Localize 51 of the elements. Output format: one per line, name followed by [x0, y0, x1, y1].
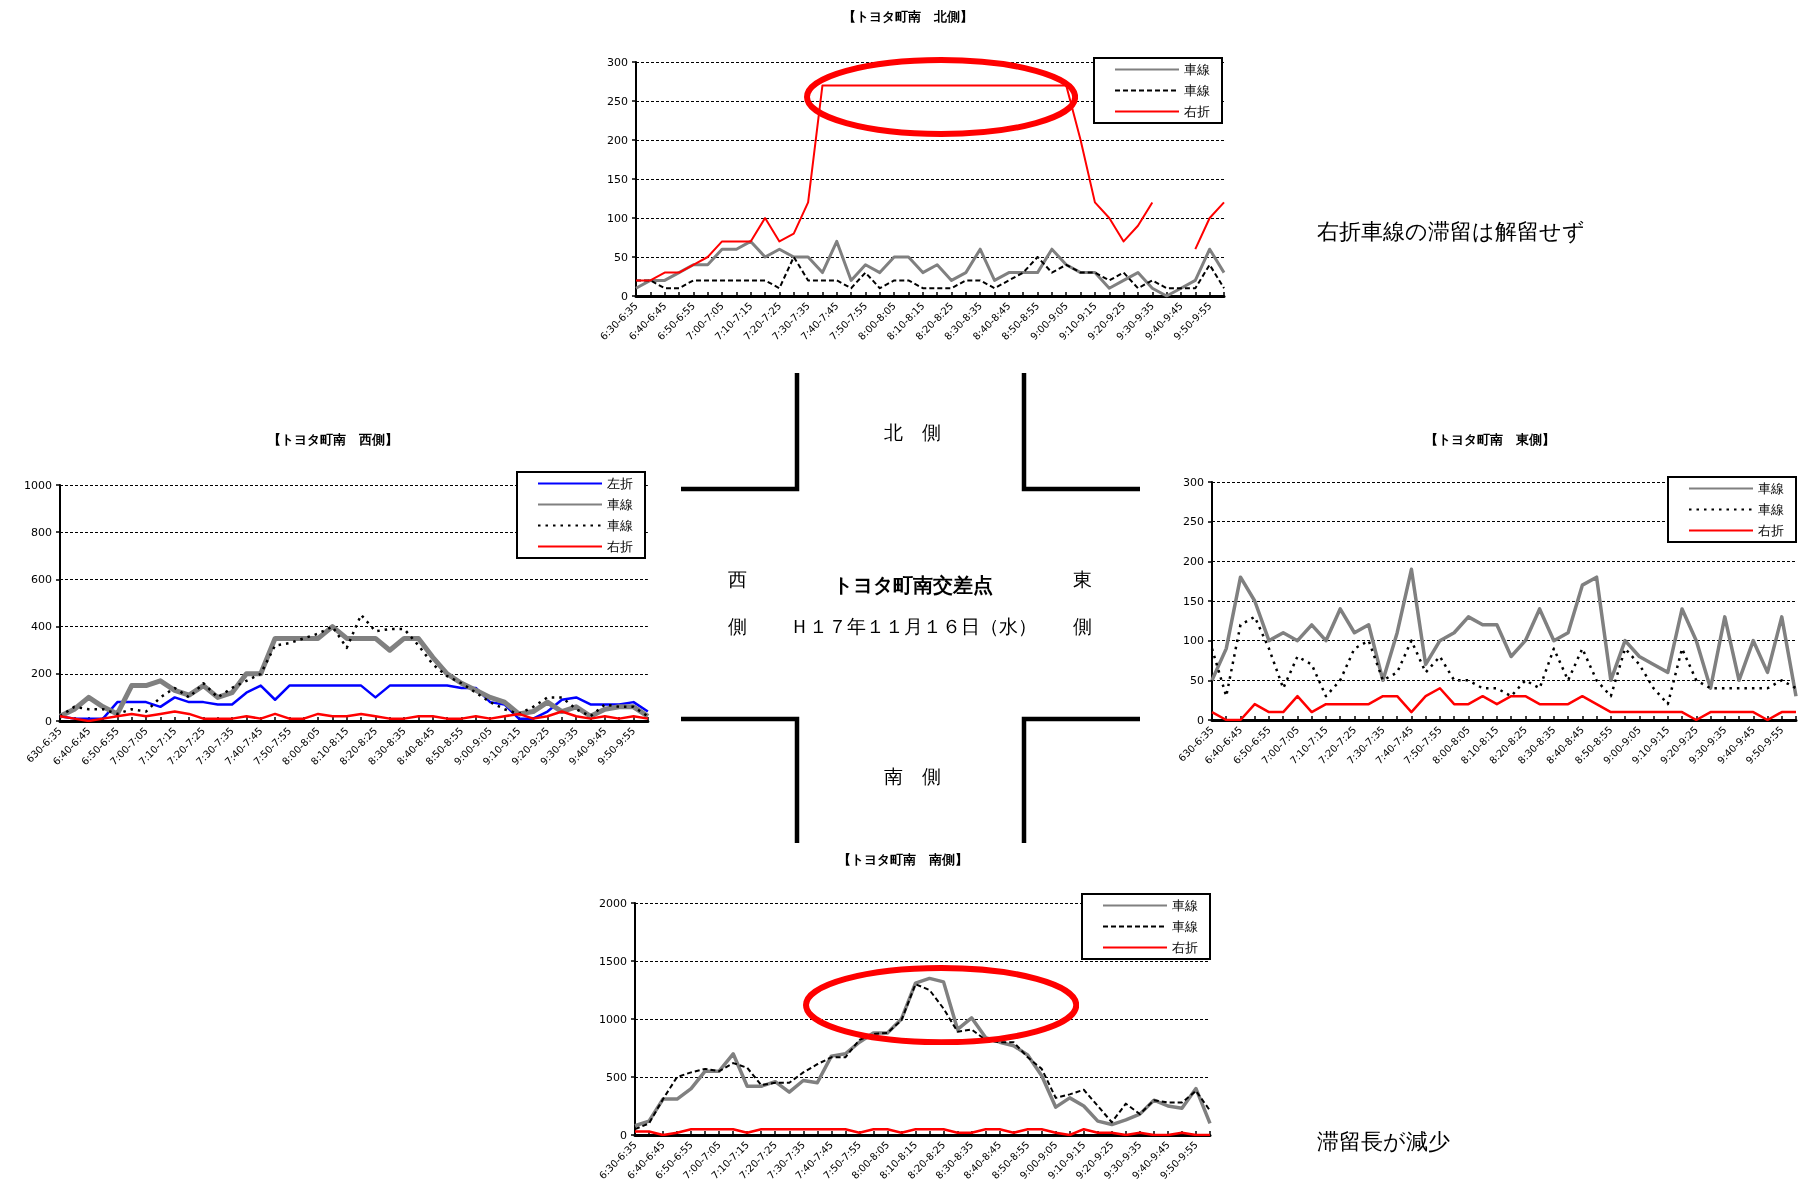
y-tick-label: 200: [607, 133, 628, 147]
y-tick-label: 300: [607, 55, 628, 69]
y-tick-label: 150: [607, 172, 628, 186]
y-tick-label: 0: [45, 714, 52, 728]
legend-label: 車線: [607, 497, 633, 512]
y-tick-label: 1500: [599, 954, 627, 968]
y-tick-label: 100: [607, 211, 628, 225]
y-tick-label: 300: [1183, 475, 1204, 489]
text: 滞留長が減少: [1317, 1128, 1450, 1156]
text: 東側: [1073, 568, 1093, 637]
y-tick-label: 0: [620, 1128, 627, 1142]
text: 右折車線の滞留は解留せず: [1317, 218, 1585, 246]
text: 南 側: [883, 764, 941, 789]
y-tick-label: 50: [614, 250, 628, 264]
legend-label: 右折: [607, 539, 633, 554]
legend-label: 右折: [1184, 104, 1210, 119]
legend-label: 左折: [607, 476, 633, 491]
chart-title: 【トヨタ町南 東側】: [1425, 431, 1555, 449]
y-tick-label: 150: [1183, 594, 1204, 608]
y-tick-label: 2000: [599, 896, 627, 910]
legend-label: 右折: [1758, 523, 1784, 538]
chart-title: 【トヨタ町南 北側】: [843, 8, 973, 26]
legend-label: 車線: [1172, 919, 1198, 934]
legend-label: 右折: [1172, 940, 1198, 955]
y-tick-label: 0: [621, 289, 628, 303]
legend-label: 車線: [607, 518, 633, 533]
y-tick-label: 800: [31, 525, 52, 539]
y-tick-label: 1000: [599, 1012, 627, 1026]
y-tick-label: 200: [1183, 554, 1204, 568]
y-tick-label: 50: [1190, 673, 1204, 687]
legend-label: 車線: [1758, 502, 1784, 517]
y-tick-label: 400: [31, 620, 52, 634]
y-tick-label: 600: [31, 572, 52, 586]
legend-label: 車線: [1184, 83, 1210, 98]
y-tick-label: 500: [606, 1070, 627, 1084]
y-tick-label: 0: [1197, 713, 1204, 727]
text: 北 側: [883, 420, 941, 445]
y-tick-label: 200: [31, 667, 52, 681]
y-tick-label: 100: [1183, 634, 1204, 648]
legend-label: 車線: [1172, 898, 1198, 913]
text: トヨタ町南交差点: [833, 571, 993, 599]
text: 西側: [728, 568, 748, 637]
y-tick-label: 250: [607, 94, 628, 108]
legend-label: 車線: [1758, 481, 1784, 496]
text: Ｈ１７年１１月１６日（水）: [789, 614, 1037, 639]
legend-label: 車線: [1184, 62, 1210, 77]
y-tick-label: 250: [1183, 515, 1204, 529]
line-series: [1210, 567, 1798, 698]
chart-title: 【トヨタ町南 南側】: [838, 851, 968, 869]
chart-title: 【トヨタ町南 西側】: [268, 431, 398, 449]
y-tick-label: 1000: [24, 478, 52, 492]
